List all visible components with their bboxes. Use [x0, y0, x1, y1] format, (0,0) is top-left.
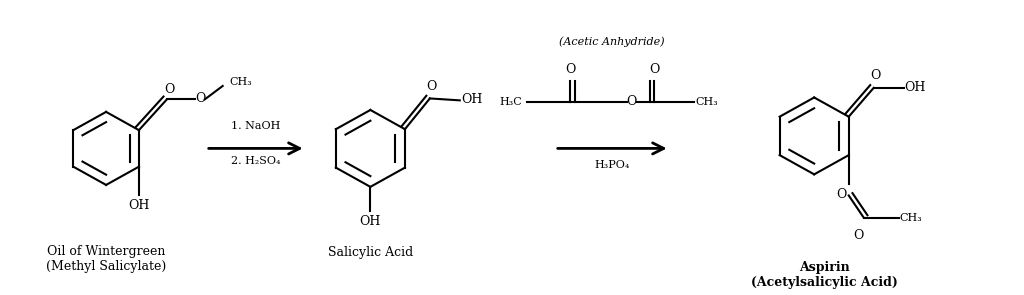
Text: Salicylic Acid: Salicylic Acid: [328, 246, 413, 259]
Text: O: O: [837, 188, 847, 201]
Text: H₃C: H₃C: [500, 97, 522, 107]
Text: CH₃: CH₃: [229, 77, 253, 87]
Text: OH: OH: [128, 199, 150, 212]
Text: Oil of Wintergreen
(Methyl Salicylate): Oil of Wintergreen (Methyl Salicylate): [46, 245, 166, 273]
Text: (Acetic Anhydride): (Acetic Anhydride): [559, 36, 665, 47]
Text: Aspirin
(Acetylsalicylic Acid): Aspirin (Acetylsalicylic Acid): [751, 261, 898, 289]
Text: OH: OH: [359, 215, 381, 228]
Text: OH: OH: [904, 81, 926, 94]
Text: O: O: [165, 83, 175, 96]
Text: O: O: [196, 92, 206, 105]
Text: O: O: [870, 69, 881, 82]
Text: O: O: [427, 80, 437, 93]
Text: O: O: [626, 95, 636, 108]
Text: 1. NaOH: 1. NaOH: [231, 121, 281, 131]
Text: O: O: [649, 63, 659, 76]
Text: CH₃: CH₃: [900, 213, 923, 223]
Text: O: O: [854, 229, 864, 242]
Text: OH: OH: [461, 93, 482, 106]
Text: H₃PO₄: H₃PO₄: [595, 160, 630, 170]
Text: O: O: [565, 63, 575, 76]
Text: CH₃: CH₃: [695, 97, 718, 107]
Text: 2. H₂SO₄: 2. H₂SO₄: [231, 156, 281, 166]
